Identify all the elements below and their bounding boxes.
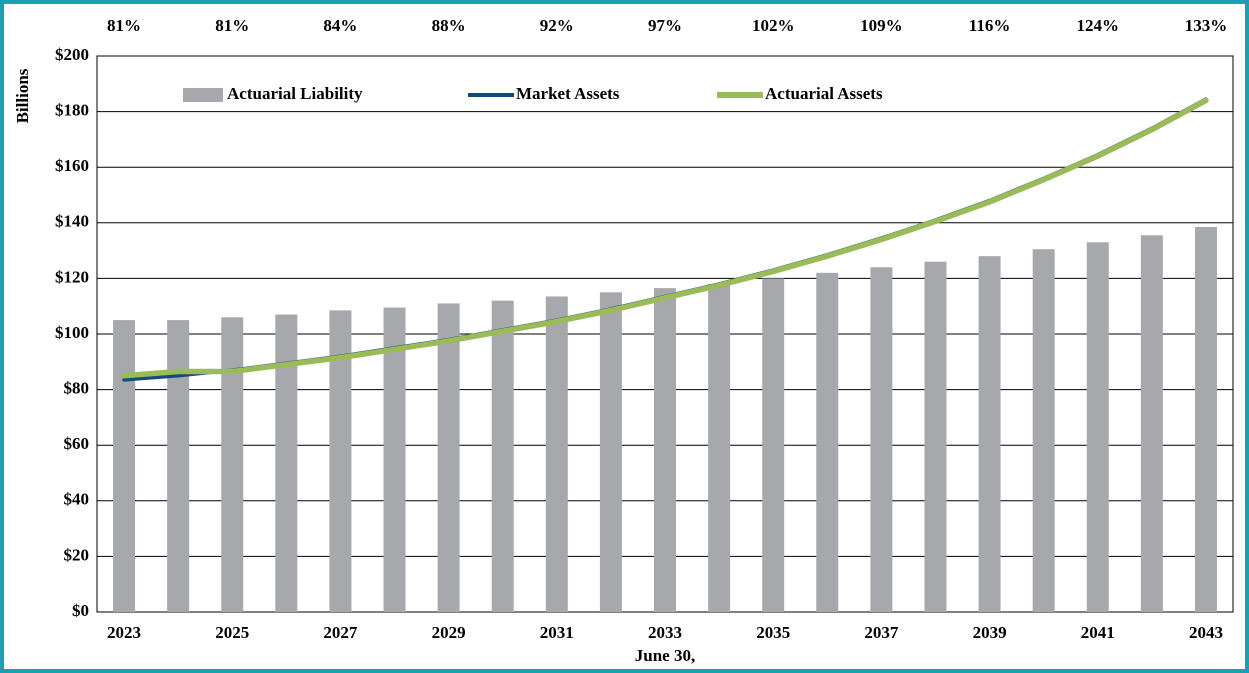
legend-label: Actuarial Assets bbox=[765, 84, 883, 103]
bar bbox=[113, 320, 136, 612]
y-tick-label: $140 bbox=[55, 212, 89, 231]
top-label: 109% bbox=[860, 16, 903, 35]
top-label: 84% bbox=[323, 16, 357, 35]
line bbox=[121, 97, 1209, 379]
top-label: 81% bbox=[215, 16, 249, 35]
bar bbox=[1032, 249, 1055, 612]
x-tick-label: 2029 bbox=[432, 623, 466, 642]
x-tick-label: 2043 bbox=[1189, 623, 1223, 642]
x-tick-label: 2035 bbox=[756, 623, 790, 642]
bar bbox=[762, 278, 785, 612]
y-tick-label: $20 bbox=[64, 545, 90, 564]
y-tick-label: $100 bbox=[55, 323, 89, 342]
legend-swatch bbox=[183, 88, 223, 102]
x-axis-title: June 30, bbox=[635, 646, 695, 665]
top-label: 81% bbox=[107, 16, 141, 35]
top-label: 92% bbox=[540, 16, 574, 35]
bar bbox=[167, 320, 190, 612]
x-tick-label: 2031 bbox=[540, 623, 574, 642]
y-tick-label: $40 bbox=[64, 490, 90, 509]
top-label: 124% bbox=[1077, 16, 1120, 35]
top-label: 133% bbox=[1185, 16, 1228, 35]
top-label: 102% bbox=[752, 16, 795, 35]
y-tick-label: $0 bbox=[72, 601, 89, 620]
top-label: 88% bbox=[432, 16, 466, 35]
y-tick-label: $200 bbox=[55, 45, 89, 64]
bar bbox=[1194, 226, 1217, 612]
y-tick-label: $60 bbox=[64, 434, 90, 453]
bar bbox=[599, 292, 622, 612]
x-tick-label: 2039 bbox=[973, 623, 1007, 642]
y-tick-label: $180 bbox=[55, 101, 89, 120]
x-tick-label: 2033 bbox=[648, 623, 682, 642]
legend-label: Actuarial Liability bbox=[227, 84, 363, 103]
bar bbox=[1140, 235, 1163, 612]
bar bbox=[275, 314, 298, 612]
top-label: 97% bbox=[648, 16, 682, 35]
bar bbox=[437, 303, 460, 612]
x-tick-label: 2027 bbox=[323, 623, 358, 642]
bar bbox=[491, 300, 514, 612]
bar bbox=[545, 296, 568, 612]
bar bbox=[816, 272, 839, 612]
x-tick-label: 2041 bbox=[1081, 623, 1115, 642]
bar bbox=[978, 256, 1001, 612]
bar bbox=[924, 261, 947, 612]
y-tick-label: $80 bbox=[64, 379, 90, 398]
bar bbox=[870, 267, 893, 612]
y-tick-label: $120 bbox=[55, 267, 89, 286]
x-tick-label: 2025 bbox=[215, 623, 249, 642]
top-label: 116% bbox=[969, 16, 1011, 35]
x-tick-label: 2037 bbox=[864, 623, 899, 642]
bar bbox=[383, 307, 406, 612]
x-tick-label: 2023 bbox=[107, 623, 141, 642]
bar bbox=[654, 288, 676, 612]
bar bbox=[329, 310, 352, 612]
bar bbox=[221, 317, 244, 612]
y-tick-label: $160 bbox=[55, 156, 89, 175]
y-axis-title: Billions bbox=[13, 68, 32, 123]
bar bbox=[1086, 242, 1109, 612]
bar bbox=[708, 283, 731, 612]
legend-label: Market Assets bbox=[516, 84, 620, 103]
